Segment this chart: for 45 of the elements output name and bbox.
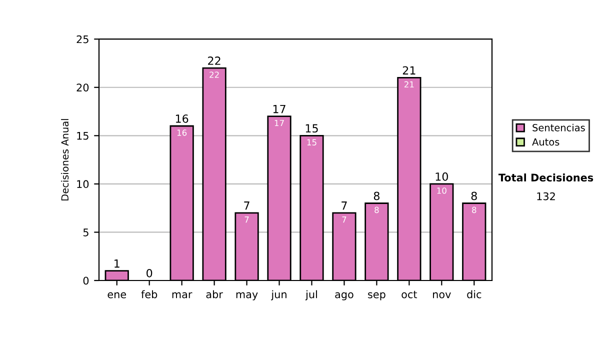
total-label: 16 — [176, 114, 188, 123]
data-label: 7 — [342, 216, 346, 223]
data-label: 8 — [374, 206, 379, 214]
total-label: 7 — [244, 202, 250, 210]
data-label: 22 — [210, 72, 219, 78]
x-tick-label: ago — [335, 292, 354, 300]
x-tick-label: feb — [141, 290, 158, 298]
data-label: 8 — [472, 206, 476, 214]
data-label: 16 — [177, 130, 187, 136]
x-tick-label: mar — [172, 292, 192, 298]
x-tick-label: sep — [368, 292, 386, 300]
x-tick-label: dic — [467, 290, 482, 298]
y-tick-label: 15 — [77, 132, 88, 140]
x-tick-label: oct — [402, 290, 418, 298]
x-tick-label: nov — [433, 292, 451, 298]
text: 132 — [537, 192, 555, 200]
total-label: 22 — [208, 56, 220, 65]
total-label: 17 — [273, 104, 286, 114]
total-label: 0 — [146, 268, 152, 278]
x-tick-label: ene — [108, 292, 126, 298]
total-label: 8 — [471, 192, 477, 200]
data-label: 17 — [274, 120, 284, 126]
total-label: 7 — [342, 202, 347, 210]
x-tick-label: jul — [305, 290, 317, 300]
total-label: 10 — [436, 172, 448, 181]
y-tick-label: 5 — [83, 228, 88, 236]
y-tick-label: 25 — [76, 35, 88, 44]
total-label: 8 — [374, 192, 380, 200]
y-tick-label: 20 — [76, 84, 89, 92]
total-label: 1 — [114, 259, 120, 268]
data-label: 15 — [307, 139, 316, 146]
y-tick-label: 10 — [77, 180, 89, 188]
x-tick-label: jun — [271, 290, 286, 300]
text: Total Decisiones — [498, 173, 594, 182]
x-tick-label: abr — [206, 290, 223, 298]
data-label: 7 — [244, 216, 249, 223]
legend-label: Autos — [532, 138, 560, 146]
data-label: 10 — [437, 187, 446, 194]
y-tick-label: 0 — [83, 276, 89, 285]
x-tick-label: may — [236, 292, 258, 300]
y-axis-title: Decisiones Anual — [61, 119, 69, 200]
total-label: 21 — [402, 66, 416, 74]
data-label: 21 — [404, 81, 414, 88]
total-label: 15 — [306, 124, 318, 133]
legend-label: Sentencias — [532, 124, 585, 132]
